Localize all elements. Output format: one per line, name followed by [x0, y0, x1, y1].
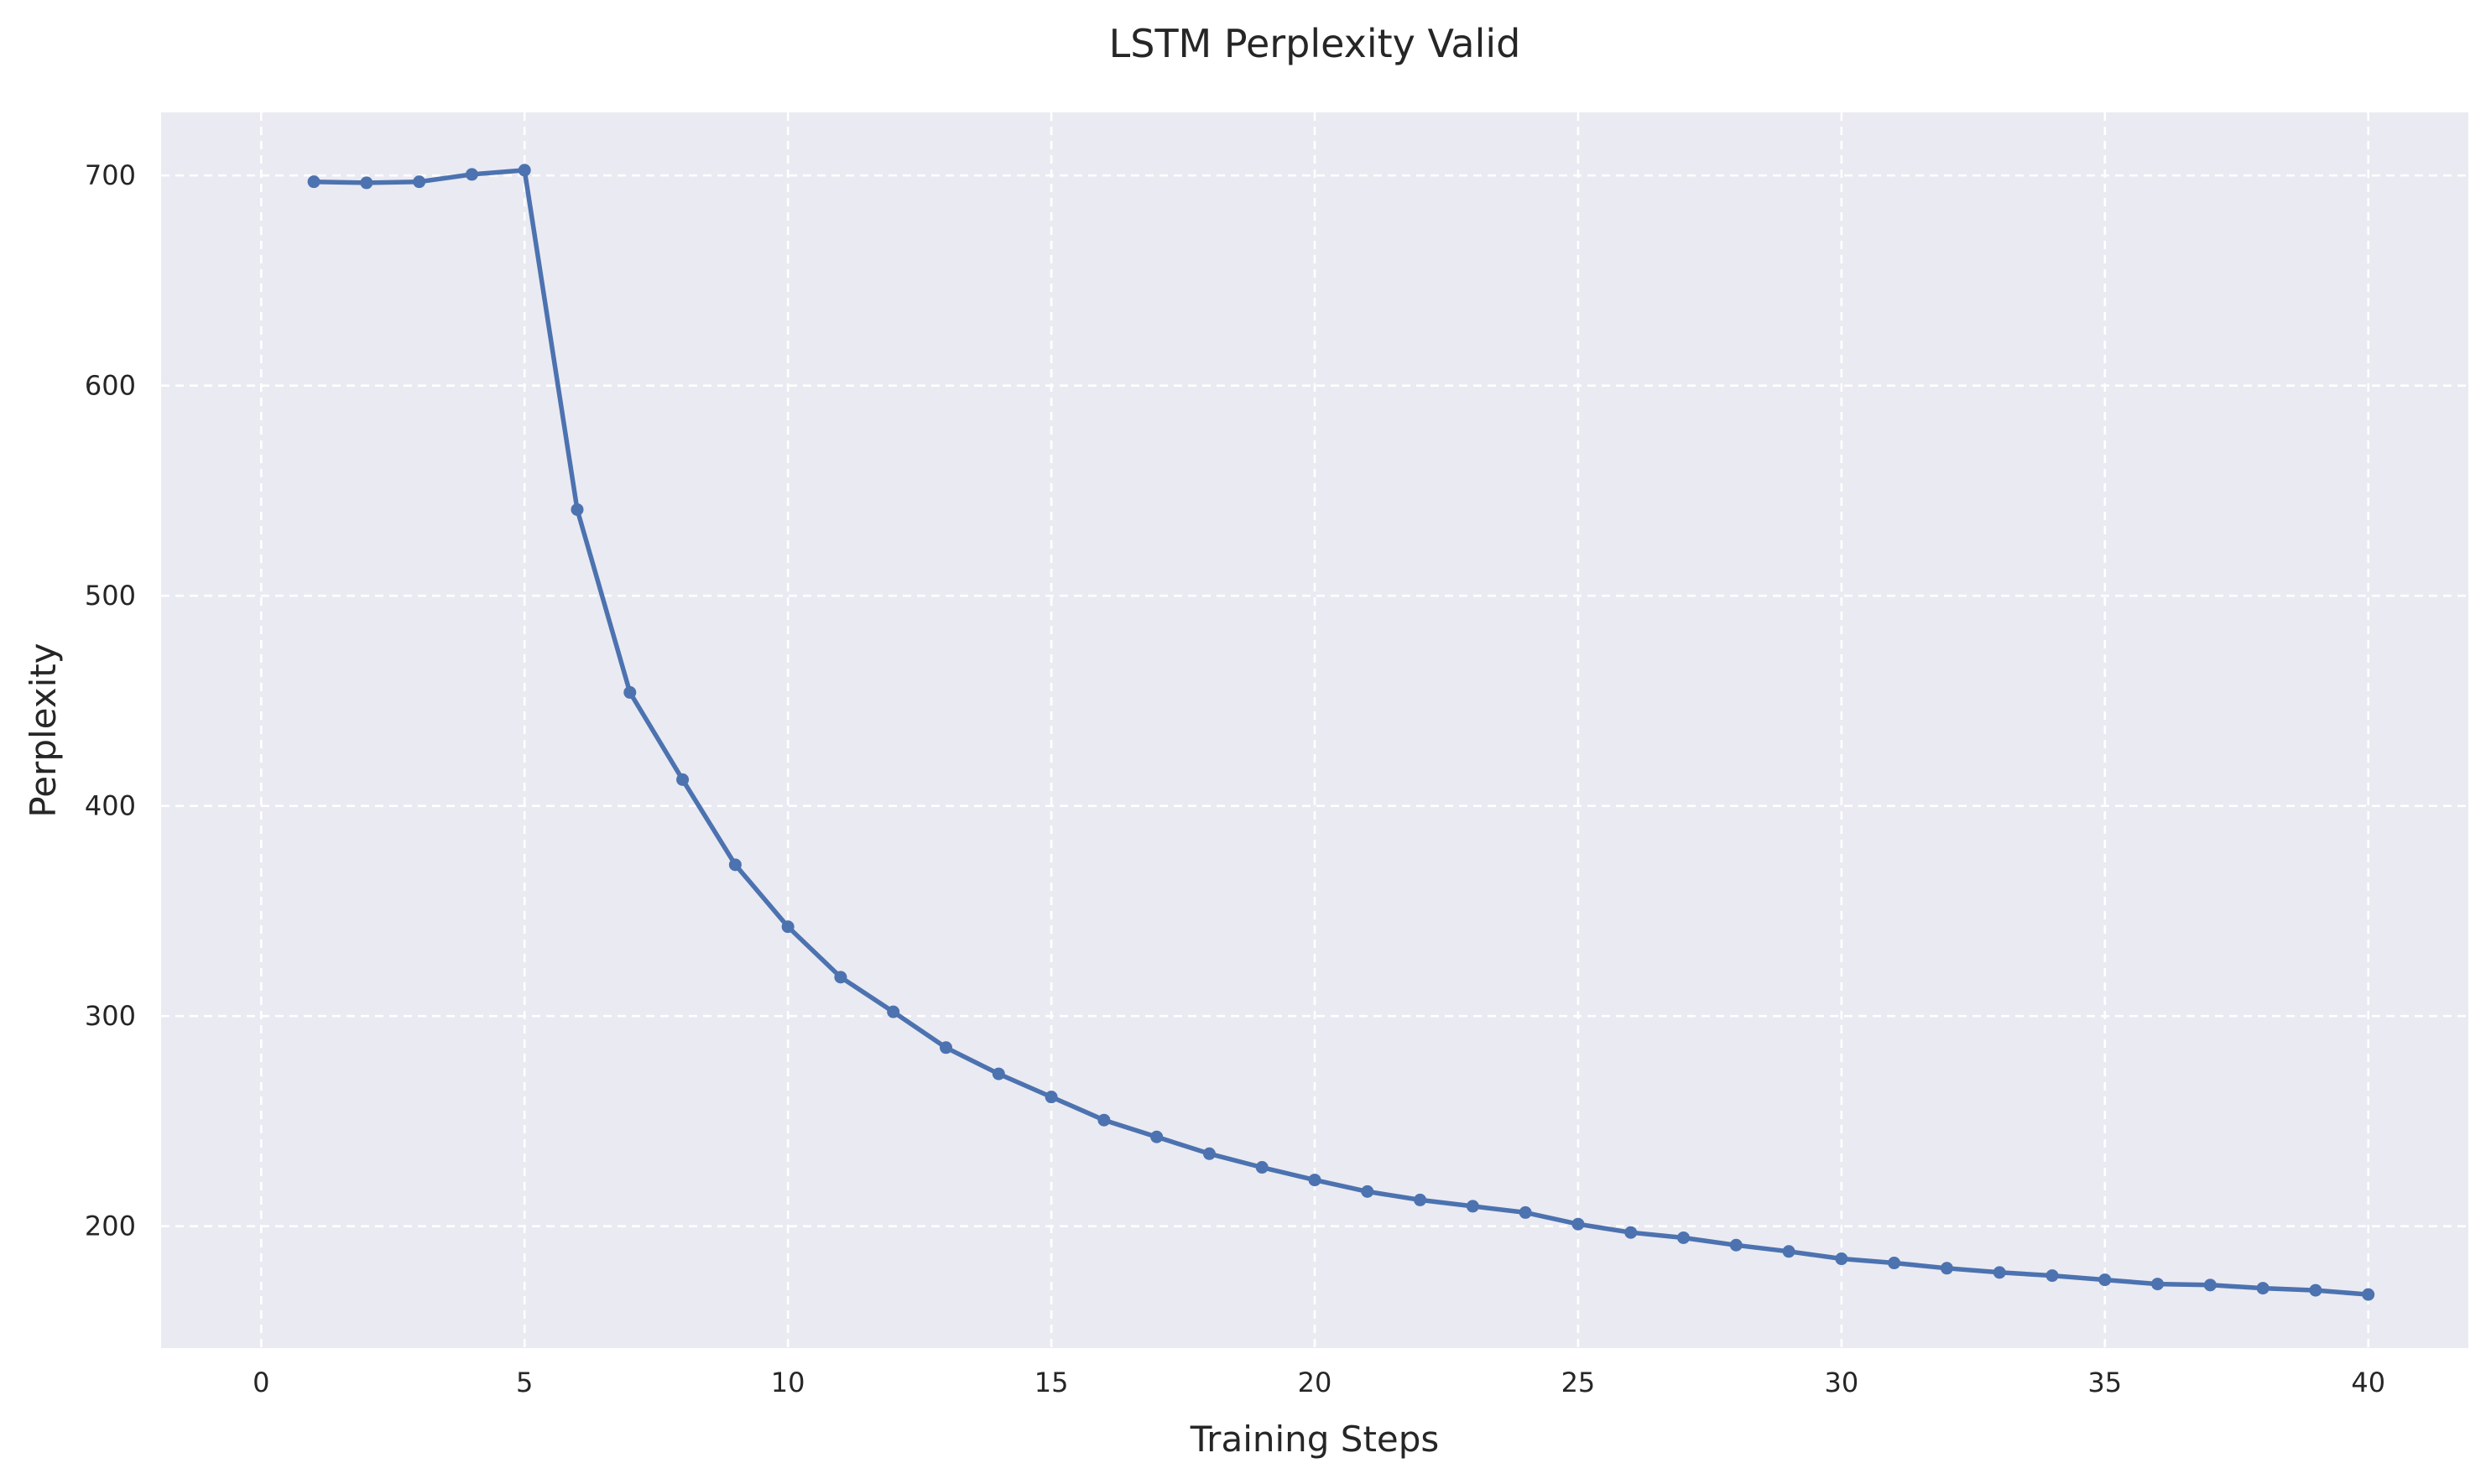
data-point	[465, 168, 478, 181]
data-point	[1888, 1257, 1901, 1270]
series-group	[307, 164, 2375, 1301]
data-point	[360, 176, 373, 190]
x-tick-label: 5	[516, 1367, 533, 1398]
data-point	[1414, 1193, 1427, 1206]
data-point	[1519, 1205, 1532, 1219]
grid-lines	[161, 112, 2468, 1348]
data-point	[1045, 1091, 1058, 1104]
data-point	[781, 920, 795, 934]
x-tick-label: 30	[1824, 1367, 1858, 1398]
data-point	[1676, 1231, 1690, 1244]
data-point	[1835, 1252, 1848, 1266]
x-tick-label: 25	[1561, 1367, 1596, 1398]
data-point	[676, 773, 690, 786]
data-point	[1255, 1161, 1269, 1174]
data-point	[1308, 1174, 1321, 1187]
y-tick-label: 300	[85, 1000, 136, 1032]
y-tick-label: 200	[85, 1211, 136, 1242]
x-axis-label: Training Steps	[1190, 1419, 1440, 1460]
data-point	[2309, 1284, 2322, 1297]
y-axis-label: Perplexity	[23, 643, 64, 817]
data-point	[518, 164, 531, 177]
y-tick-label: 400	[85, 790, 136, 822]
data-point	[2203, 1278, 2217, 1292]
data-point	[1624, 1226, 1638, 1239]
data-point	[728, 858, 742, 872]
data-point	[2256, 1282, 2270, 1295]
y-tick-label: 500	[85, 580, 136, 612]
data-point	[887, 1005, 900, 1018]
x-tick-label: 20	[1298, 1367, 1332, 1398]
data-point	[834, 971, 847, 984]
data-point	[2362, 1288, 2375, 1301]
data-point	[1993, 1266, 2006, 1279]
y-tick-label: 600	[85, 370, 136, 402]
data-point	[992, 1067, 1005, 1080]
x-tick-label: 15	[1034, 1367, 1069, 1398]
data-point	[623, 685, 637, 699]
x-axis-ticks: 0 5 10 15 20 25 30 35 40	[253, 1367, 2385, 1398]
data-point	[307, 175, 320, 189]
x-tick-label: 40	[2351, 1367, 2385, 1398]
x-tick-label: 35	[2087, 1367, 2122, 1398]
y-axis-ticks: 200 300 400 500 600 700	[85, 159, 136, 1242]
series-line	[311, 168, 2371, 1297]
data-point	[1782, 1245, 1795, 1258]
x-tick-label: 0	[253, 1367, 269, 1398]
data-point	[1202, 1147, 1216, 1160]
data-point	[2151, 1278, 2165, 1291]
data-point	[1466, 1200, 1479, 1213]
chart-title: LSTM Perplexity Valid	[1109, 21, 1521, 66]
data-point	[1729, 1238, 1743, 1252]
data-point	[1940, 1262, 1953, 1275]
data-point	[571, 502, 584, 516]
data-point	[1150, 1130, 1164, 1143]
data-point	[2098, 1273, 2112, 1287]
data-point	[1571, 1217, 1585, 1231]
data-point	[1361, 1185, 1374, 1198]
data-point	[1097, 1113, 1111, 1127]
x-tick-label: 10	[771, 1367, 805, 1398]
data-point	[940, 1041, 953, 1054]
y-tick-label: 700	[85, 159, 136, 191]
data-point	[413, 175, 426, 189]
data-point	[2045, 1269, 2059, 1283]
